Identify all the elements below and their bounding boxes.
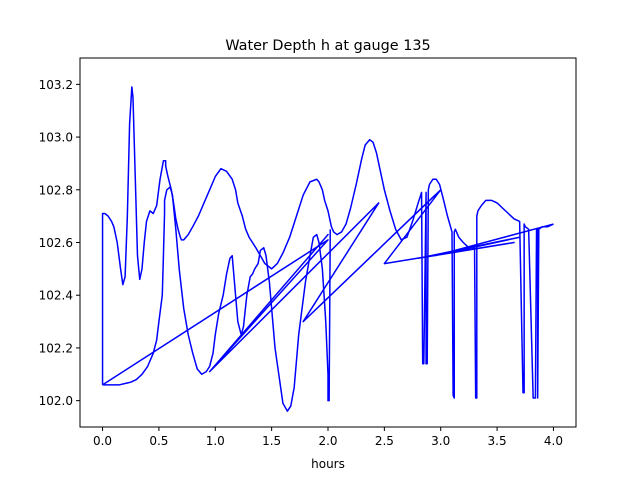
y-tick-label: 102.0 <box>39 394 73 408</box>
x-tick-label: 2.0 <box>318 434 337 448</box>
x-axis-label: hours <box>311 457 345 471</box>
y-tick-label: 102.8 <box>39 183 73 197</box>
y-tick-label: 102.2 <box>39 341 73 355</box>
x-tick-label: 4.0 <box>544 434 563 448</box>
series-line-3 <box>102 189 554 386</box>
x-tick-label: 0.0 <box>93 434 112 448</box>
y-tick-label: 102.6 <box>39 236 73 250</box>
x-tick-label: 1.5 <box>262 434 281 448</box>
x-axis: 0.0 0.5 1.0 1.5 2.0 2.5 3.0 3.5 4.0 <box>93 427 563 448</box>
x-tick-label: 1.0 <box>206 434 225 448</box>
y-tick-label: 102.4 <box>39 289 73 303</box>
y-axis: 102.0 102.2 102.4 102.6 102.8 103.0 103.2 <box>39 78 80 408</box>
series-line-2 <box>102 186 331 412</box>
y-tick-label: 103.2 <box>39 78 73 92</box>
x-tick-label: 3.0 <box>431 434 450 448</box>
chart-title: Water Depth h at gauge 135 <box>225 38 430 54</box>
y-tick-label: 103.0 <box>39 131 73 145</box>
series-line-1 <box>101 86 554 399</box>
x-tick-label: 2.5 <box>375 434 394 448</box>
x-tick-label: 0.5 <box>149 434 168 448</box>
x-tick-label: 3.5 <box>488 434 507 448</box>
